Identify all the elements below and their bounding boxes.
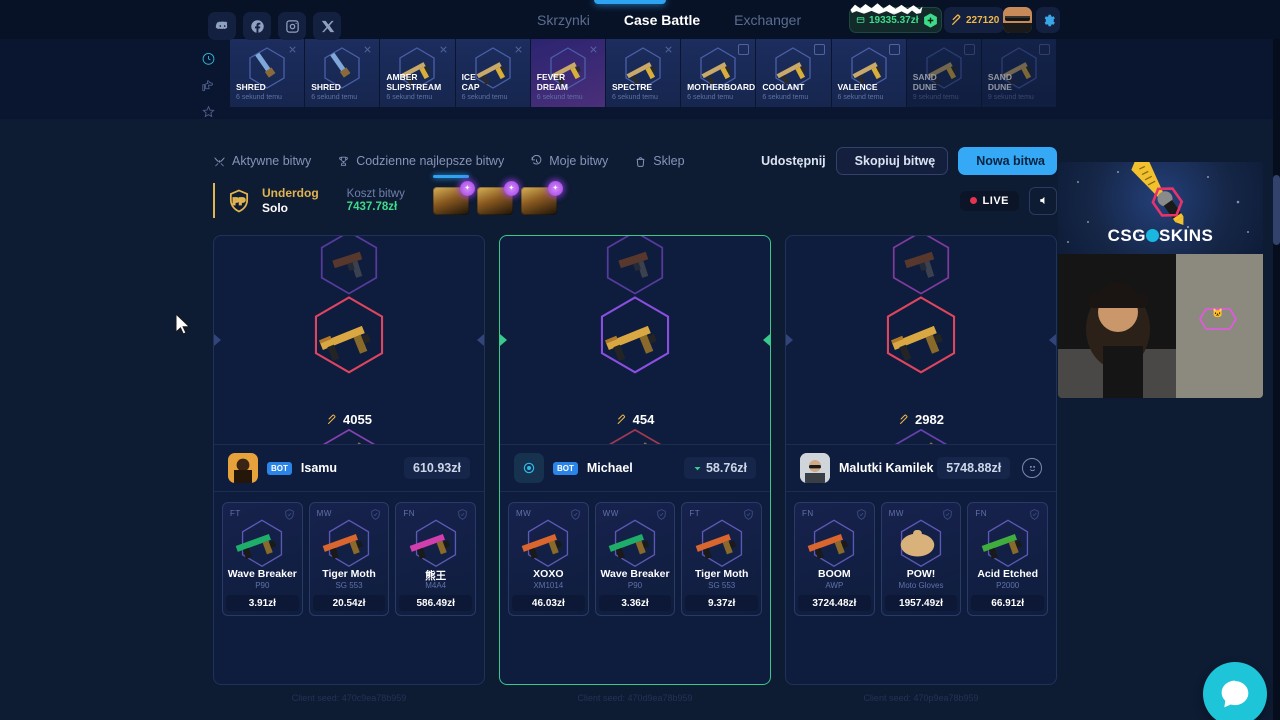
- svg-text:🐱: 🐱: [1212, 308, 1223, 318]
- svg-text:PP: PP: [233, 196, 245, 206]
